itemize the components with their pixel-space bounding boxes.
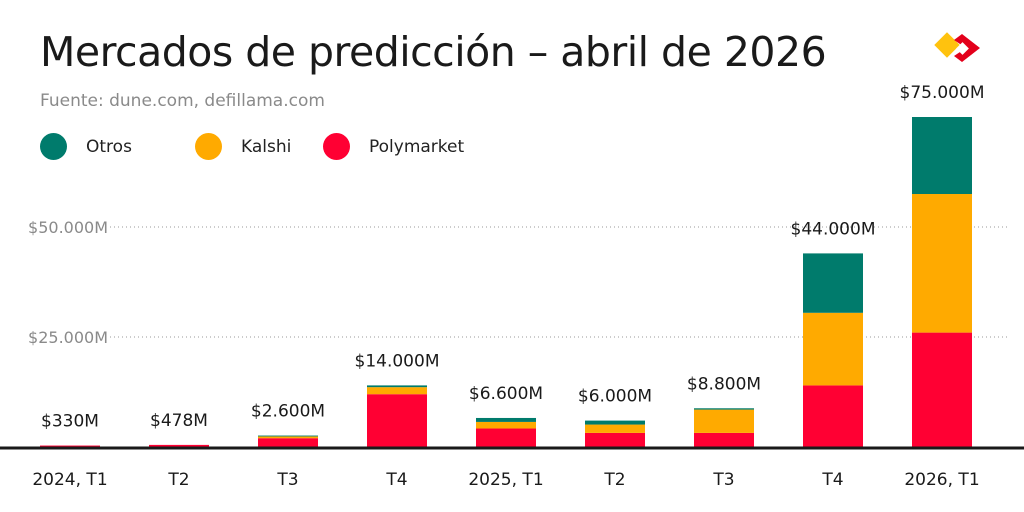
legend: Otros Kalshi Polymarket bbox=[40, 133, 488, 160]
bar-segment-polymarket bbox=[258, 438, 318, 447]
x-tick-label: T2 bbox=[603, 470, 625, 490]
x-tick-label: T2 bbox=[167, 470, 189, 490]
bar-total-label: $8.800M bbox=[687, 374, 761, 394]
bar-segment-polymarket bbox=[40, 445, 100, 447]
brand-logo-icon bbox=[934, 32, 980, 62]
legend-item-polymarket: Polymarket bbox=[323, 133, 464, 160]
bar-segment-polymarket bbox=[803, 385, 863, 447]
bar-segment-polymarket bbox=[367, 394, 427, 447]
chart-title: Mercados de predicción – abril de 2026 bbox=[40, 28, 827, 76]
y-tick-label: $50.000M bbox=[28, 218, 108, 237]
bar-total-label: $44.000M bbox=[791, 219, 876, 239]
bar-segment-otros bbox=[258, 435, 318, 437]
bar-segment-kalshi bbox=[585, 424, 645, 433]
bar-total-label: $2.600M bbox=[251, 402, 325, 422]
bar-segment-otros bbox=[367, 385, 427, 388]
legend-label-kalshi: Kalshi bbox=[241, 136, 292, 157]
x-tick-label: T4 bbox=[821, 470, 843, 490]
bar-segment-kalshi bbox=[476, 421, 536, 429]
bar-total-label: $330M bbox=[41, 412, 99, 432]
x-tick-label: 2026, T1 bbox=[904, 470, 979, 490]
bar-total-label: $6.600M bbox=[469, 384, 543, 404]
bar-segment-polymarket bbox=[585, 432, 645, 447]
bar-segment-kalshi bbox=[694, 409, 754, 433]
bar-segment-otros bbox=[694, 408, 754, 410]
x-tick-label: 2025, T1 bbox=[468, 470, 543, 490]
chart-subtitle: Fuente: dune.com, defillama.com bbox=[40, 91, 325, 111]
x-tick-label: T4 bbox=[385, 470, 407, 490]
x-tick-label: 2024, T1 bbox=[32, 470, 107, 490]
legend-label-otros: Otros bbox=[86, 136, 132, 157]
y-tick-label: $25.000M bbox=[28, 328, 108, 347]
legend-dot-otros bbox=[40, 133, 67, 160]
legend-dot-polymarket bbox=[323, 133, 350, 160]
x-tick-label: T3 bbox=[712, 470, 734, 490]
bar-segment-kalshi bbox=[912, 194, 972, 333]
bar-segment-polymarket bbox=[912, 332, 972, 447]
bar-segment-kalshi bbox=[367, 387, 427, 395]
bar-segment-kalshi bbox=[258, 436, 318, 439]
legend-label-polymarket: Polymarket bbox=[369, 136, 465, 157]
bar-segment-polymarket bbox=[694, 432, 754, 447]
bar-total-label: $6.000M bbox=[578, 387, 652, 407]
x-tick-label: T3 bbox=[276, 470, 298, 490]
legend-dot-kalshi bbox=[195, 133, 222, 160]
legend-item-otros: Otros bbox=[40, 133, 171, 160]
legend-item-kalshi: Kalshi bbox=[195, 133, 299, 160]
bar-total-label: $75.000M bbox=[900, 83, 985, 103]
bar-total-label: $14.000M bbox=[355, 351, 440, 371]
bar-segment-otros bbox=[585, 420, 645, 425]
bar-segment-otros bbox=[803, 253, 863, 313]
bar-total-label: $478M bbox=[150, 411, 208, 431]
bar-segment-otros bbox=[476, 417, 536, 422]
bar-segment-otros bbox=[912, 117, 972, 194]
bar-segment-polymarket bbox=[476, 428, 536, 447]
bar-segment-polymarket bbox=[149, 444, 209, 447]
bar-segment-kalshi bbox=[803, 312, 863, 386]
